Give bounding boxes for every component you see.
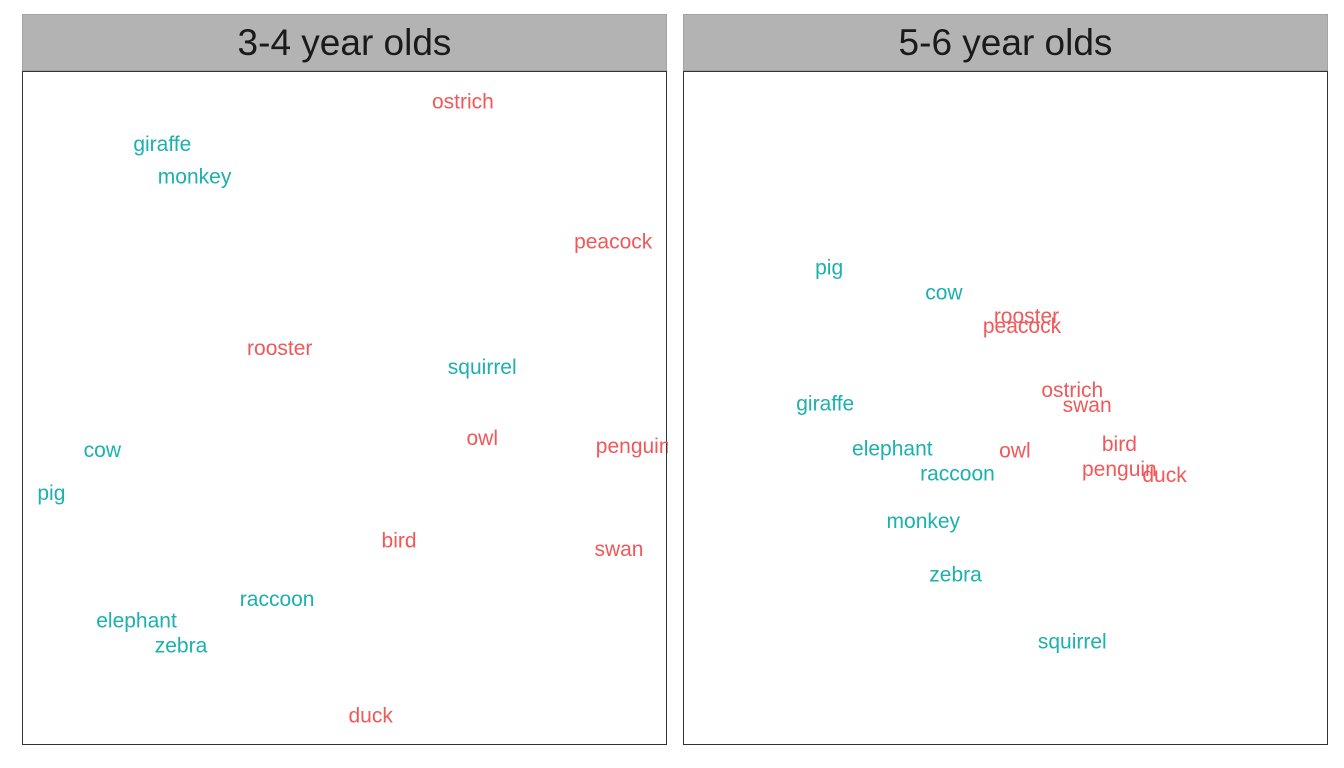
point-label-raccoon: raccoon bbox=[240, 588, 315, 611]
point-label-squirrel: squirrel bbox=[1038, 630, 1107, 653]
point-label-pig: pig bbox=[815, 256, 843, 279]
word-scatter-plot: ostrich giraffe monkey peacock rooster squirr… bbox=[37, 91, 668, 728]
point-label-swan: swan bbox=[594, 538, 643, 561]
point-label-peacock: peacock bbox=[574, 231, 653, 254]
point-label-peacock: peacock bbox=[983, 315, 1062, 338]
plot-area: ostrich giraffe monkey peacock rooster squirr… bbox=[22, 71, 668, 745]
point-label-zebra: zebra bbox=[929, 564, 982, 587]
point-label-cow: cow bbox=[925, 281, 963, 304]
facet-title: 3-4 year olds bbox=[22, 14, 667, 71]
facet-panel-5-6-year-olds: 5-6 year olds pig cow rooster peacock giraff… bbox=[683, 14, 1328, 745]
point-label-duck: duck bbox=[348, 705, 393, 728]
point-label-elephant: elephant bbox=[96, 610, 177, 633]
point-label-ostrich: ostrich bbox=[1041, 379, 1103, 402]
point-label-squirrel: squirrel bbox=[448, 356, 517, 379]
point-label-giraffe: giraffe bbox=[796, 393, 854, 416]
point-label-penguin: penguin bbox=[1082, 458, 1157, 481]
point-label-swan: swan bbox=[1063, 394, 1112, 417]
point-label-ostrich: ostrich bbox=[432, 91, 494, 114]
point-label-owl: owl bbox=[466, 427, 498, 450]
point-label-monkey: monkey bbox=[158, 165, 232, 188]
point-label-duck: duck bbox=[1142, 464, 1187, 487]
point-label-rooster: rooster bbox=[247, 337, 312, 360]
point-label-raccoon: raccoon bbox=[920, 463, 995, 486]
point-label-elephant: elephant bbox=[852, 438, 933, 461]
point-label-owl: owl bbox=[999, 440, 1031, 463]
point-label-zebra: zebra bbox=[155, 634, 208, 657]
point-label-cow: cow bbox=[84, 439, 122, 462]
point-label-bird: bird bbox=[1102, 433, 1137, 456]
facet-panel-3-4-year-olds: 3-4 year olds ostrich giraffe monkey peacoc… bbox=[22, 14, 668, 745]
point-label-bird: bird bbox=[382, 529, 417, 552]
point-label-pig: pig bbox=[37, 482, 65, 505]
point-label-rooster: rooster bbox=[994, 305, 1059, 328]
plot-area: pig cow rooster peacock giraffe ostrich swan el… bbox=[683, 71, 1328, 745]
facet-title: 5-6 year olds bbox=[683, 14, 1328, 71]
point-label-monkey: monkey bbox=[887, 510, 961, 533]
point-label-penguin: penguin bbox=[596, 435, 668, 458]
point-label-giraffe: giraffe bbox=[133, 133, 191, 156]
